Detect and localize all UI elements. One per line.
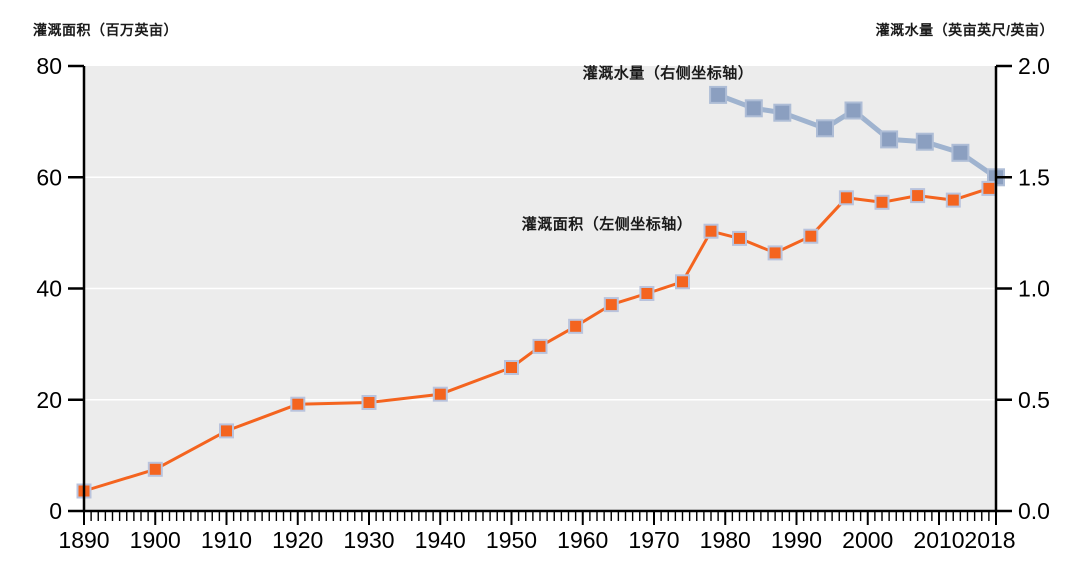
data-point-marker (915, 132, 934, 151)
data-point-marker (603, 297, 619, 313)
data-point-marker (945, 192, 961, 208)
gridlines (84, 176, 996, 401)
data-point-marker (532, 338, 548, 354)
left-axis: 0 20 40 60 80 (36, 53, 84, 524)
left-axis-title: 灌溉面积（百万英亩） (33, 22, 178, 38)
right-axis-tick-label: 0.5 (1018, 387, 1050, 413)
left-axis-tick-label: 60 (36, 164, 62, 190)
right-axis-tick-label: 1.0 (1018, 276, 1050, 302)
x-axis-tick-label: 2018 (964, 527, 1015, 553)
data-point-marker (838, 190, 854, 206)
left-axis-tick-label: 20 (36, 387, 62, 413)
right-axis-tick-label: 2.0 (1018, 53, 1050, 79)
x-axis-tick-label: 1890 (58, 527, 109, 553)
data-point-marker (874, 194, 890, 210)
x-axis-tick-label: 1910 (201, 527, 252, 553)
x-axis-tick-label: 1960 (557, 527, 608, 553)
left-axis-tick-label: 0 (49, 498, 62, 524)
series-water-application-rate (709, 85, 1005, 187)
data-point-marker (844, 101, 863, 120)
data-point-marker (910, 188, 926, 204)
right-axis-title: 灌溉水量（英亩英尺/英亩） (875, 22, 1054, 38)
water-rate-series-label: 灌溉水量（右侧坐标轴） (582, 65, 754, 82)
right-axis-tick-label: 0.0 (1018, 498, 1050, 524)
x-axis-tick-label: 2000 (842, 527, 893, 553)
x-axis-tick-label: 1950 (486, 527, 537, 553)
data-point-marker (219, 423, 234, 439)
data-point-marker (981, 180, 997, 196)
data-point-marker (432, 386, 448, 402)
left-axis-tick-label: 40 (36, 276, 62, 302)
data-point-marker (147, 461, 163, 477)
x-axis: 1890 1900 1910 1920 1930 1940 1950 1960 1970 1980… (58, 512, 1016, 553)
data-point-marker (732, 230, 747, 246)
x-axis-tick-label: 1920 (272, 527, 323, 553)
x-axis-tick-label: 2010 (913, 527, 964, 553)
data-point-marker (709, 85, 728, 104)
data-point-marker (361, 395, 377, 410)
data-point-marker (568, 318, 584, 334)
right-axis-tick-label: 1.5 (1018, 164, 1050, 190)
data-point-marker (951, 143, 970, 162)
data-point-marker (773, 103, 792, 122)
data-point-marker (703, 223, 719, 239)
x-axis-tick-label: 1970 (628, 527, 679, 553)
left-axis-tick-label: 80 (36, 53, 62, 79)
data-point-marker (816, 119, 834, 138)
x-axis-tick-label: 1940 (415, 527, 466, 553)
data-point-marker (639, 286, 655, 301)
data-point-marker (744, 99, 763, 118)
irrigated-area-series-label: 灌溉面积（左侧坐标轴） (521, 216, 693, 233)
x-axis-tick-label: 1980 (700, 527, 751, 553)
x-axis-tick-label: 1930 (343, 527, 394, 553)
x-axis-tick-label: 1990 (771, 527, 822, 553)
right-axis: 0.0 0.5 1.0 1.5 2.0 (996, 53, 1050, 524)
data-point-marker (675, 274, 690, 290)
x-axis-tick-label: 1900 (130, 527, 181, 553)
data-point-marker (880, 130, 899, 149)
data-point-marker (290, 396, 306, 412)
data-point-marker (504, 360, 519, 375)
data-point-marker (803, 228, 819, 244)
data-point-marker (767, 245, 783, 261)
